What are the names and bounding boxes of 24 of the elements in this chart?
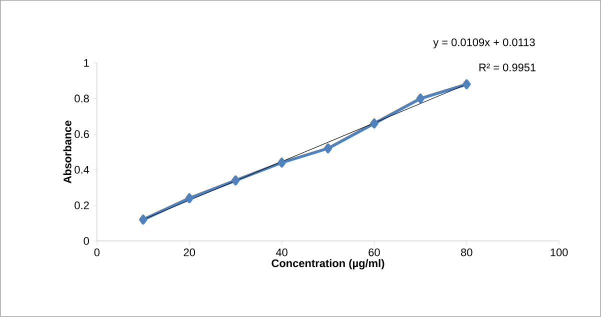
y-tick-label: 1 (84, 59, 89, 67)
point (231, 175, 240, 186)
x-tick-label: 20 (184, 248, 196, 256)
point (278, 158, 286, 168)
x-tick-label: 40 (276, 248, 288, 256)
x-axis-title: Concentration (µg/ml) (272, 259, 384, 270)
y-axis-title: Absorbance (63, 120, 72, 184)
y-tick-label: 0.8 (74, 94, 89, 102)
annotation: R² = 0.9951 (479, 64, 536, 72)
point (416, 94, 425, 104)
y-tick-label: 0.6 (74, 130, 89, 138)
point (139, 214, 148, 225)
point (185, 193, 194, 204)
x-tick-label: 100 (550, 248, 568, 256)
x-tick-label: 60 (368, 248, 380, 256)
y-tick-label: 0.4 (74, 166, 90, 174)
point (462, 79, 471, 90)
point (324, 143, 332, 154)
point (370, 118, 378, 128)
x-tick-label: 0 (94, 248, 100, 256)
x-tick-label: 80 (461, 248, 472, 256)
y-tick-label: 0.2 (74, 202, 89, 210)
y-tick-label: 0 (84, 237, 89, 245)
text: y = 0.0109x + 0.0113 (433, 38, 535, 48)
